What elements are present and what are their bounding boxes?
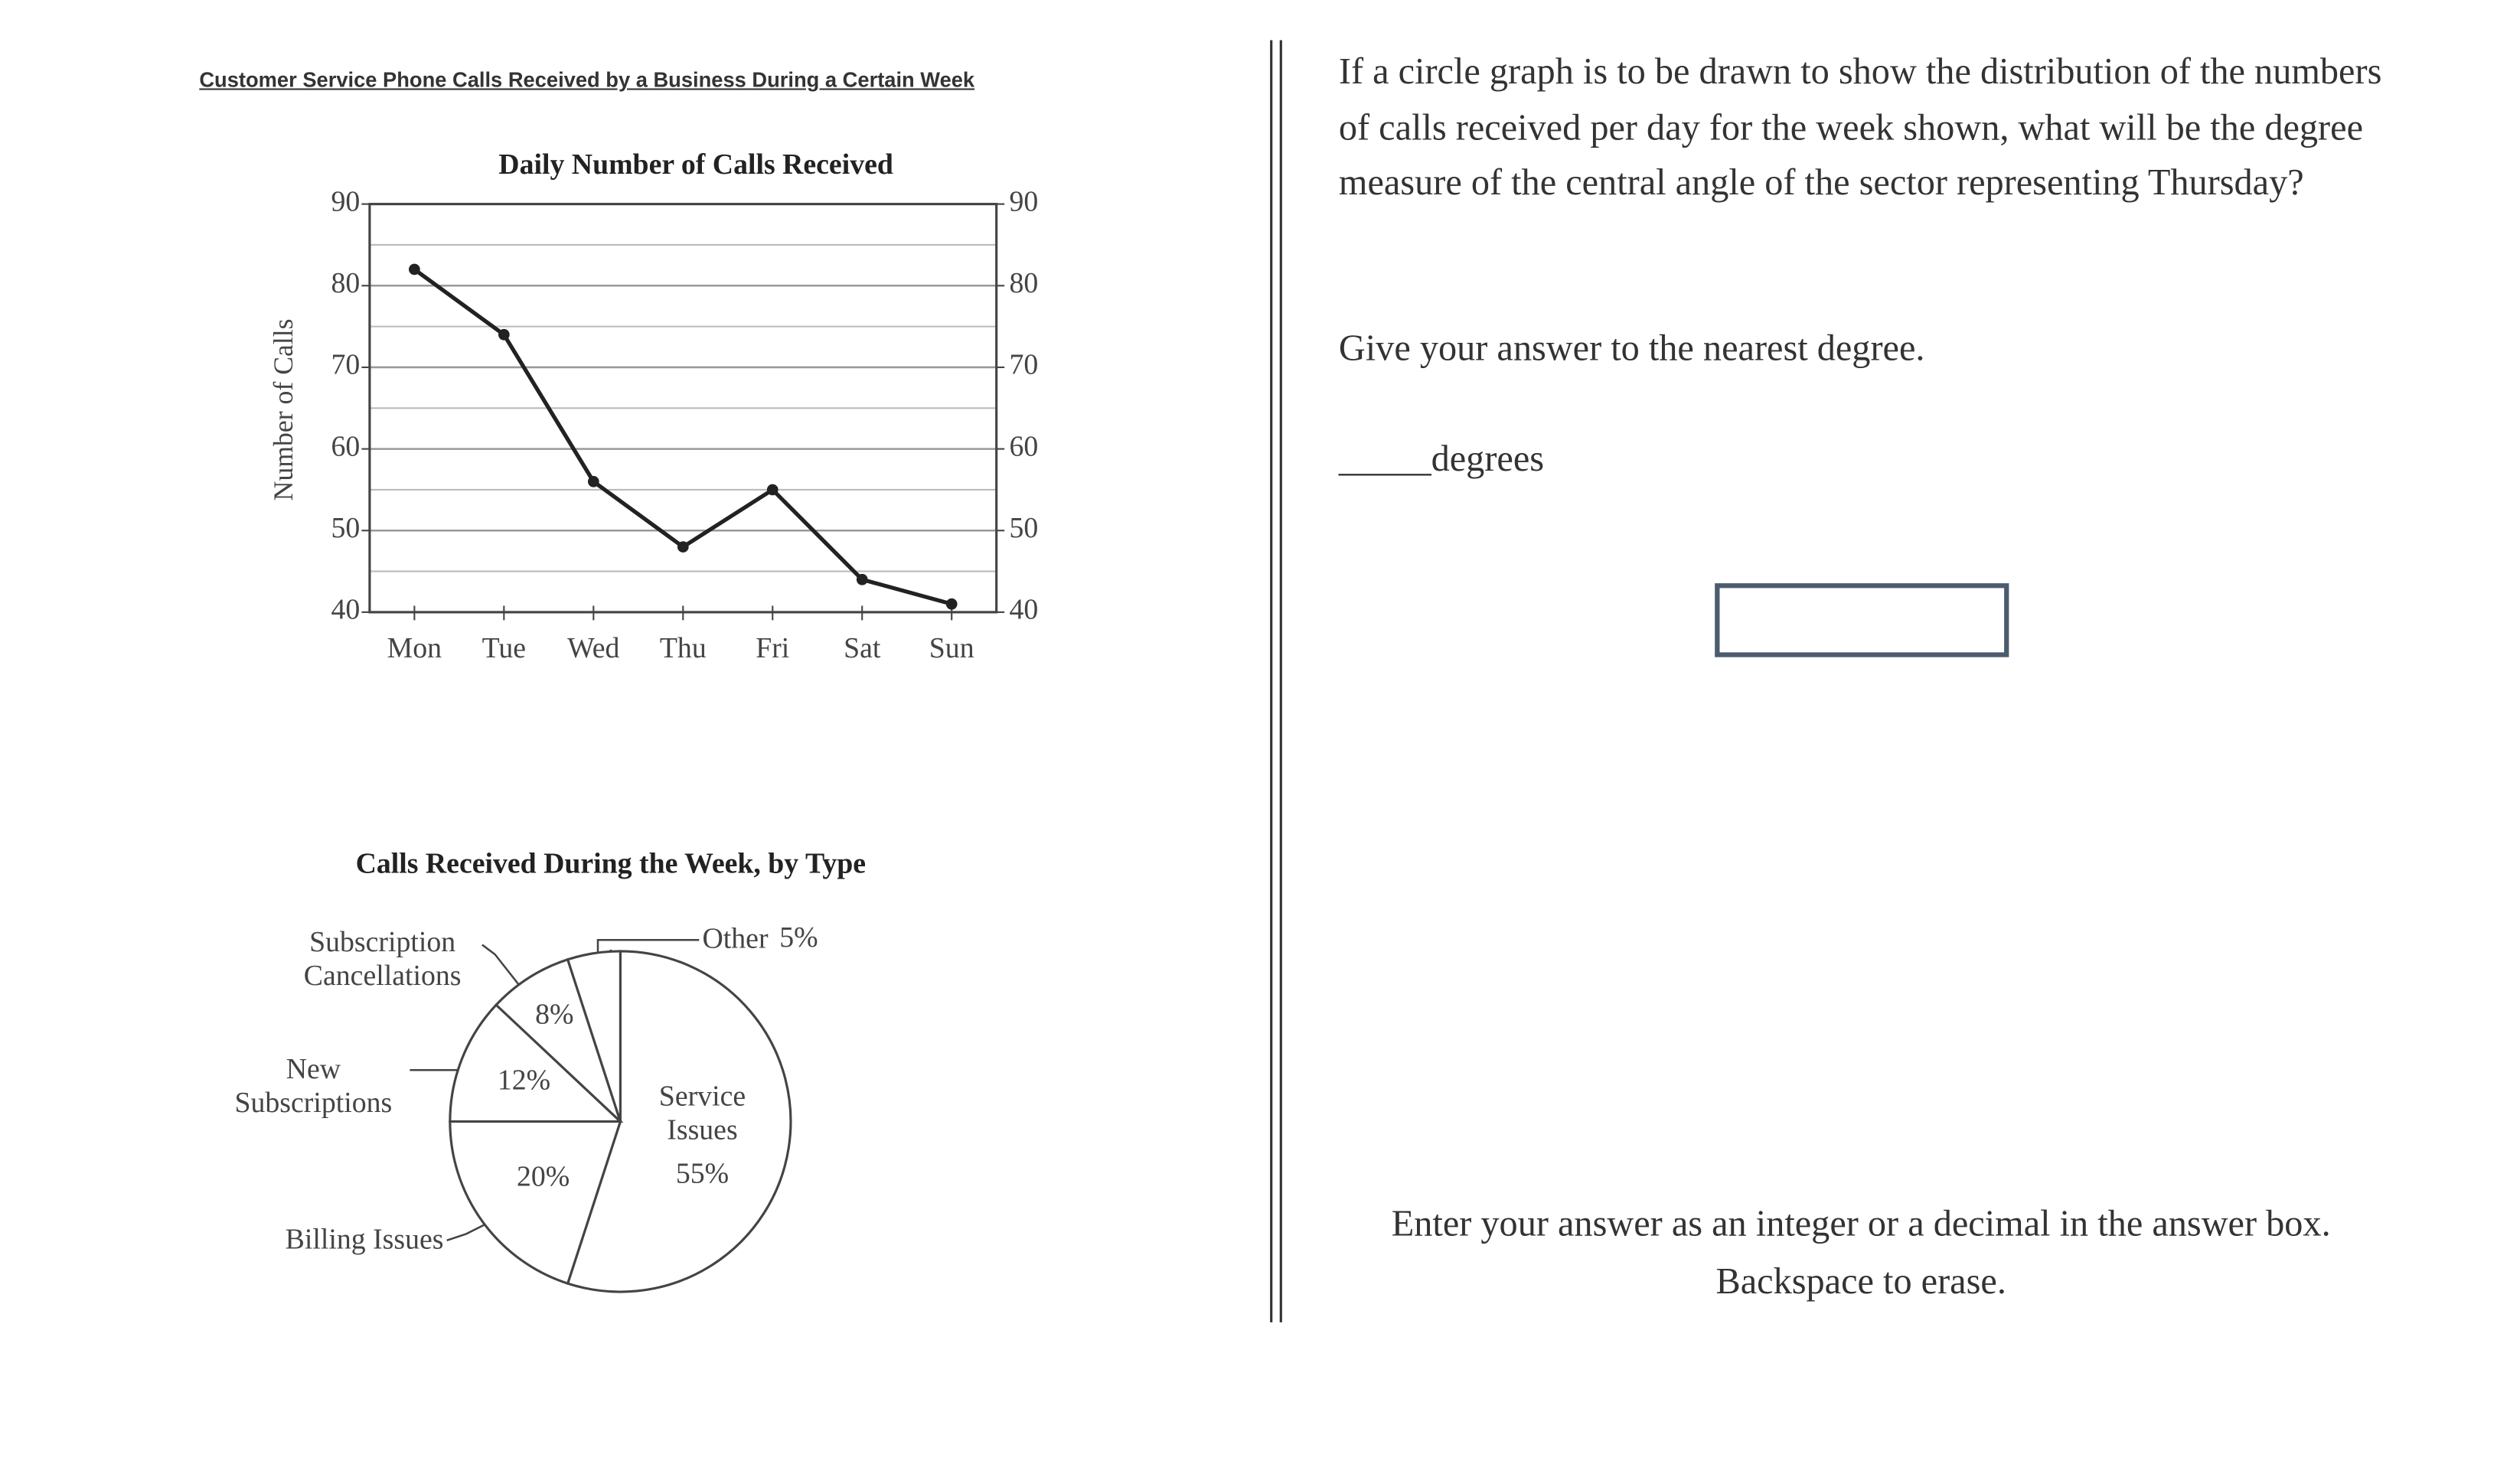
y-tick-label: 60 [331, 430, 361, 462]
chart-title: Daily Number of Calls Received [498, 148, 893, 181]
note: Backspace to erase. [1715, 1261, 2006, 1302]
pie-label: Billing Issues [285, 1222, 444, 1255]
x-tick-label: Sun [929, 632, 974, 664]
y-tick-label: 90 [331, 185, 361, 217]
value-label: 12% [498, 1065, 550, 1097]
pie-slice [449, 1003, 624, 1123]
data-point [945, 598, 958, 610]
value-label: 55% [676, 1158, 729, 1190]
x-tick-label: Wed [567, 632, 619, 664]
data-point [587, 475, 599, 487]
data-point [498, 328, 510, 341]
y-tick-label: 90 [1009, 185, 1038, 217]
data-point [856, 573, 868, 585]
blank: _____ [1338, 439, 1431, 479]
pie-label: Service Issues [658, 1079, 746, 1146]
value-label: 20% [517, 1161, 570, 1193]
chart-title: Calls Received During the Week, by Type [356, 847, 866, 879]
pie-label: Other [702, 922, 769, 955]
pie-label: Subscription Cancellations [303, 925, 462, 992]
y-tick-label: 70 [331, 349, 361, 381]
y-tick-label: 40 [1009, 594, 1038, 626]
pie-slice [494, 957, 622, 1123]
y-axis-label: Number of Calls [268, 318, 299, 500]
unit: degrees [1431, 439, 1545, 479]
data-point [409, 263, 420, 276]
pie-slice [566, 950, 792, 1293]
pie-slice [566, 950, 622, 1122]
y-tick-label: 50 [331, 512, 361, 544]
pie-label: New Subscriptions [234, 1052, 393, 1119]
data-line [413, 267, 952, 606]
x-tick-label: Thu [660, 632, 707, 664]
y-tick-label: 50 [1009, 512, 1038, 544]
value-label: 8% [535, 999, 573, 1031]
y-tick-label: 80 [331, 267, 361, 299]
y-tick-label: 60 [1009, 430, 1038, 462]
data-point [677, 541, 689, 553]
x-tick-label: Sat [844, 632, 881, 664]
answer-prompt: _____degrees [1339, 432, 2384, 487]
x-tick-label: Fri [756, 632, 789, 664]
x-tick-label: Mon [387, 632, 442, 664]
page-title: Customer Service Phone Calls Received by… [199, 67, 975, 92]
note: Enter your answer as an integer or a dec… [1391, 1203, 2331, 1244]
y-tick-label: 80 [1009, 267, 1038, 299]
question-text: If a circle graph is to be drawn to show… [1338, 51, 2382, 203]
pie-slice [449, 1120, 622, 1286]
y-tick-label: 40 [331, 594, 361, 626]
value-label: 5% [779, 921, 818, 954]
y-tick-label: 70 [1009, 349, 1038, 381]
x-tick-label: Tue [482, 632, 526, 664]
instruction: Give your answer to the nearest degree. [1338, 328, 1925, 368]
data-point [766, 484, 779, 496]
answer-box[interactable] [1715, 583, 2009, 657]
